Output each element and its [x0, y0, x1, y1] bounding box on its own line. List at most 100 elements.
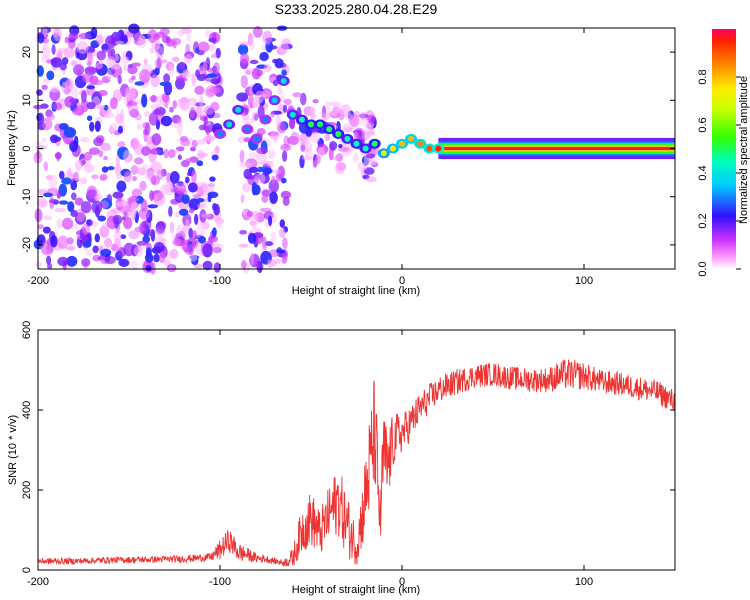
- noise-blob: [366, 176, 377, 183]
- noise-blob: [82, 240, 92, 248]
- noise-blob: [249, 215, 259, 228]
- noise-blob: [329, 141, 338, 151]
- noise-blob: [327, 109, 338, 117]
- x-tick-label: -200: [27, 275, 49, 287]
- noise-blob: [357, 162, 368, 171]
- noise-blob: [115, 162, 121, 177]
- noise-blob: [177, 154, 182, 160]
- noise-blob: [201, 213, 211, 218]
- noise-blob: [94, 195, 100, 202]
- noise-blob: [153, 242, 165, 253]
- noise-blob: [158, 251, 166, 264]
- noise-blob: [200, 183, 209, 193]
- noise-blob: [145, 265, 152, 272]
- noise-blob: [283, 98, 292, 106]
- noise-blob: [272, 58, 278, 64]
- noise-blob: [70, 60, 78, 66]
- noise-blob: [195, 226, 205, 239]
- noise-blob: [145, 122, 151, 136]
- noise-blob: [181, 194, 190, 205]
- noise-blob: [243, 137, 251, 143]
- noise-blob: [187, 98, 198, 107]
- noise-blob: [134, 113, 142, 121]
- colorbar-tick-label: 0.8: [697, 69, 709, 84]
- noise-blob: [171, 56, 180, 62]
- x-tick-label: 0: [399, 576, 405, 588]
- signal-point: [298, 116, 305, 123]
- noise-blob: [66, 237, 74, 245]
- noise-blob: [194, 85, 205, 96]
- noise-blob: [203, 115, 208, 126]
- noise-blob: [52, 102, 63, 111]
- noise-blob: [56, 218, 63, 229]
- noise-blob: [242, 208, 248, 216]
- noise-blob: [123, 149, 130, 163]
- noise-blob: [177, 30, 184, 37]
- noise-blob: [247, 232, 257, 244]
- noise-blob: [360, 112, 367, 121]
- noise-blob: [312, 99, 319, 104]
- noise-blob: [131, 75, 136, 81]
- noise-blob: [139, 180, 147, 191]
- noise-blob: [94, 120, 101, 132]
- noise-blob: [280, 190, 292, 199]
- noise-blob: [261, 189, 272, 197]
- noise-blob: [148, 112, 159, 126]
- noise-blob: [96, 50, 107, 61]
- noise-blob: [123, 64, 128, 72]
- noise-blob: [195, 69, 201, 78]
- noise-blob: [169, 221, 175, 234]
- noise-blob: [113, 229, 122, 244]
- spectrogram-noise-layer: [33, 23, 379, 275]
- noise-blob: [238, 243, 249, 248]
- noise-blob: [97, 215, 107, 222]
- y-tick-label: -10: [21, 189, 33, 205]
- noise-blob: [40, 241, 52, 255]
- noise-blob: [324, 134, 331, 141]
- noise-blob: [131, 188, 143, 198]
- noise-blob: [78, 32, 91, 40]
- noise-blob: [85, 249, 93, 256]
- noise-blob: [34, 208, 43, 223]
- noise-blob: [184, 54, 193, 64]
- spectrogram-x-ticks: -200 -100 0 100: [27, 28, 593, 287]
- x-tick-label: 0: [399, 275, 405, 287]
- noise-blob: [290, 131, 300, 145]
- y-tick-label: 200: [21, 481, 33, 499]
- noise-blob: [282, 237, 288, 250]
- noise-blob: [270, 231, 276, 244]
- noise-blob: [352, 153, 359, 163]
- noise-blob: [318, 146, 325, 158]
- noise-blob: [156, 95, 161, 109]
- noise-blob: [66, 255, 78, 267]
- signal-point: [408, 135, 415, 142]
- y-tick-label: -20: [21, 237, 33, 253]
- noise-blob: [271, 175, 276, 185]
- noise-blob: [325, 100, 331, 111]
- noise-blob: [237, 44, 249, 56]
- noise-blob: [263, 64, 272, 73]
- y-tick-label: 600: [21, 321, 33, 339]
- noise-blob: [272, 169, 282, 175]
- snr-x-ticks: -200 -100 0 100: [27, 330, 593, 588]
- noise-blob: [81, 258, 91, 267]
- noise-blob: [194, 139, 206, 145]
- noise-blob: [103, 155, 108, 161]
- noise-blob: [131, 260, 138, 271]
- noise-blob: [343, 122, 353, 132]
- noise-blob: [149, 47, 154, 55]
- noise-blob: [86, 115, 93, 121]
- noise-blob: [74, 176, 82, 182]
- noise-blob: [63, 126, 76, 138]
- y-tick-label: 0: [21, 567, 33, 573]
- noise-blob: [281, 69, 287, 77]
- noise-blob: [41, 117, 53, 131]
- noise-blob: [139, 69, 151, 83]
- noise-blob: [282, 150, 288, 162]
- noise-blob: [261, 195, 269, 203]
- noise-blob: [185, 176, 190, 184]
- noise-blob: [278, 42, 290, 55]
- noise-blob: [104, 256, 116, 265]
- noise-blob: [81, 160, 87, 165]
- noise-blob: [240, 194, 245, 204]
